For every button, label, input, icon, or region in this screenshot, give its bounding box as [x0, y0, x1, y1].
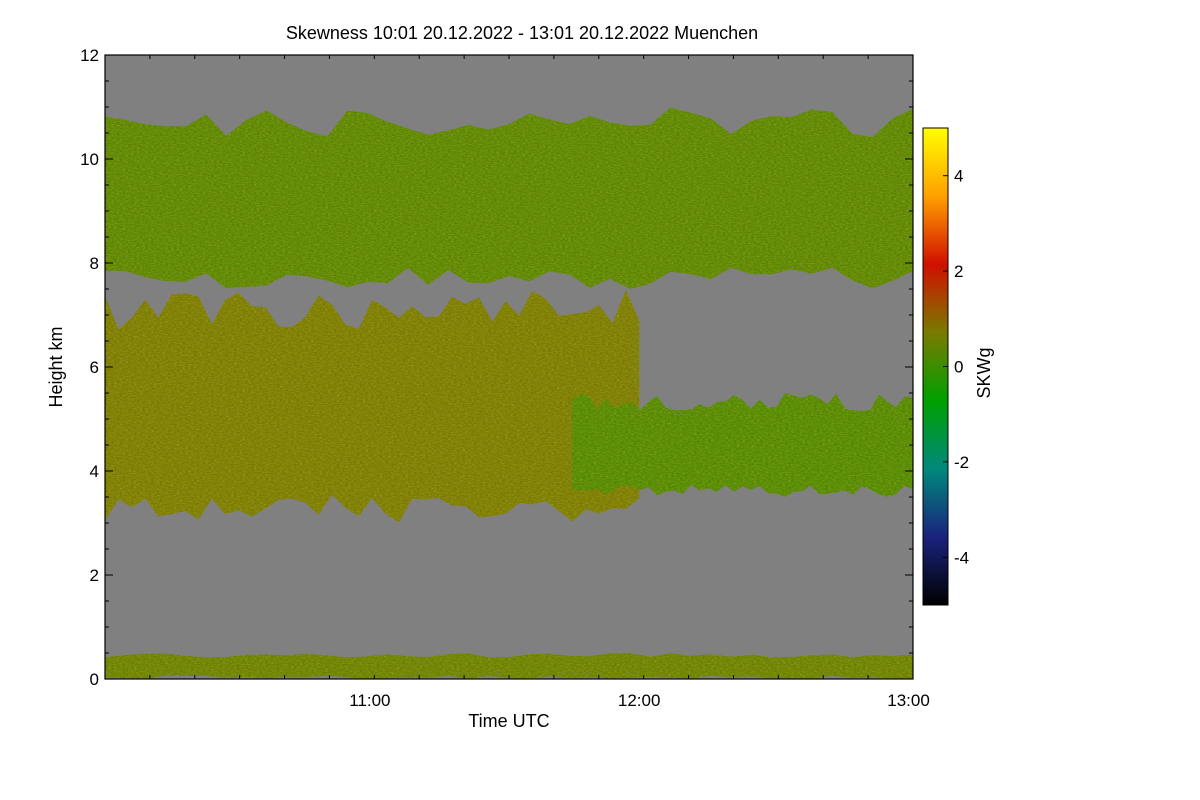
y-tick-label: 4	[90, 462, 99, 481]
colorbar: -4 -2 0 2 4 SKWg	[922, 127, 994, 606]
y-tick-label: 6	[90, 358, 99, 377]
y-tick-label: 0	[90, 670, 99, 689]
colorbar-tick-label: 4	[954, 167, 963, 186]
y-tick-label: 8	[90, 254, 99, 273]
colorbar-tick-label: 0	[954, 358, 963, 377]
x-tick-label: 13:00	[887, 691, 930, 710]
colorbar-tick-label: -4	[954, 548, 969, 567]
y-tick-label: 10	[80, 150, 99, 169]
y-axis-label: Height km	[46, 326, 66, 407]
x-axis-label: Time UTC	[468, 711, 549, 731]
feature-mid-cloud-layer	[105, 290, 640, 523]
colorbar-tick-label: 2	[954, 262, 963, 281]
feature-upper-cloud-layer	[105, 107, 913, 289]
y-axis: 0 2 4 6 8 10 12	[80, 46, 913, 689]
y-tick-label: 12	[80, 46, 99, 65]
feature-lower-cloud-band	[571, 393, 913, 497]
colorbar-label: SKWg	[974, 347, 994, 398]
x-tick-label: 11:00	[349, 691, 390, 710]
y-tick-label: 2	[90, 566, 99, 585]
chart-title: Skewness 10:01 20.12.2022 - 13:01 20.12.…	[286, 23, 758, 43]
x-axis: 11:00 12:00 13:00	[104, 55, 930, 710]
colorbar-ticks: -4 -2 0 2 4	[943, 167, 969, 567]
x-tick-label: 12:00	[618, 691, 661, 710]
plot-area	[105, 55, 913, 679]
colorbar-tick-label: -2	[954, 453, 969, 472]
feature-boundary-layer	[105, 653, 913, 679]
